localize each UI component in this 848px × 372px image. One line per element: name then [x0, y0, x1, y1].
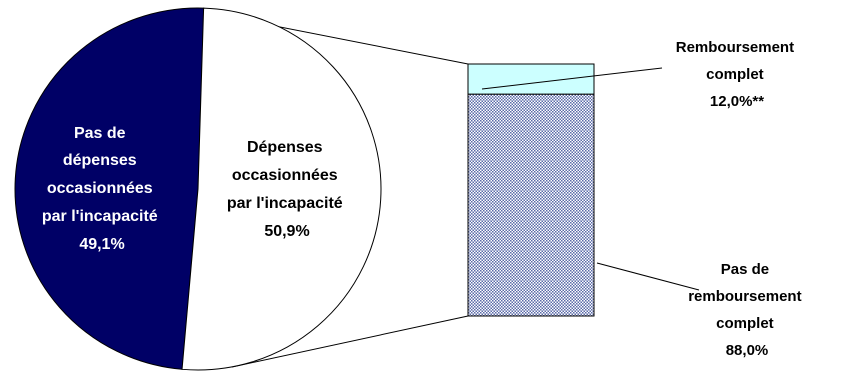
leader-line-full-reimbursement	[481, 67, 663, 90]
bar-label-no-full-reimbursement: Pas de remboursement complet 88,0%	[688, 261, 806, 359]
pie-slice-expense	[181, 7, 382, 371]
bar-label-full-reimbursement: Remboursement complet 12,0%**	[676, 39, 799, 110]
pie-label-no-expense: Pas de dépenses occasionnées par l'incap…	[42, 125, 162, 253]
bar-segment-full-reimbursement	[467, 63, 595, 95]
connector-line-bottom	[231, 315, 469, 368]
bar-segment-no-full-reimbursement	[467, 93, 595, 317]
pie-label-expense: Dépenses occasionnées par l'incapacité 5…	[227, 139, 347, 240]
leader-line-no-full-reimbursement	[596, 262, 700, 291]
pie-slice-no-expense	[14, 7, 205, 370]
